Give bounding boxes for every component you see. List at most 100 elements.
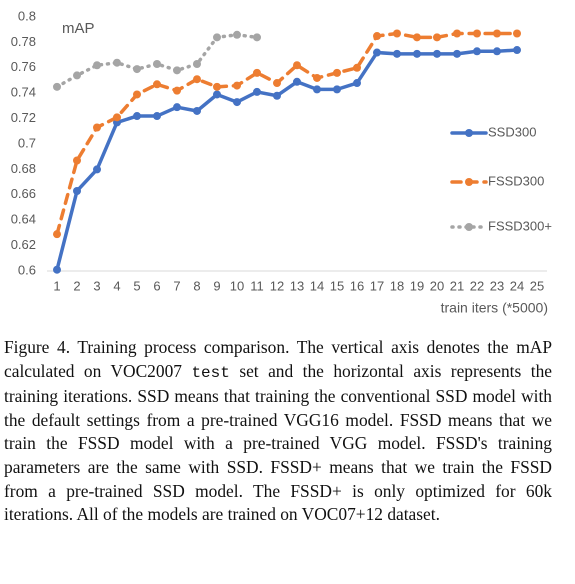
point [453,49,461,58]
point [153,59,161,68]
point [173,66,181,75]
y-tick-label: 0.78 [11,34,36,49]
point [133,112,141,121]
point [133,65,141,74]
point [473,29,481,38]
point [513,46,521,55]
legend-label: FSSD300+ [488,218,552,233]
y-tick-label: 0.68 [11,161,36,176]
point [113,58,121,67]
point [173,103,181,112]
x-tick-label: 7 [173,278,180,293]
x-tick-label: 14 [310,278,324,293]
legend-marker [465,129,473,137]
point [253,87,261,96]
x-tick-label: 22 [470,278,484,293]
y-tick-label: 0.74 [11,85,36,100]
x-tick-label: 16 [350,278,364,293]
x-tick-label: 3 [93,278,100,293]
x-tick-label: 18 [390,278,404,293]
point [193,106,201,115]
point [393,29,401,38]
point [193,59,201,68]
point [113,113,121,122]
x-axis-label: train iters (*5000) [441,300,548,316]
legend-label: FSSD300 [488,173,544,188]
point [453,29,461,38]
x-tick-label: 8 [193,278,200,293]
point [353,79,361,88]
y-tick-label: 0.62 [11,237,36,252]
point [273,91,281,100]
point [393,49,401,58]
x-tick-label: 23 [490,278,504,293]
x-tick-label: 20 [430,278,444,293]
point [233,81,241,90]
point [433,33,441,42]
y-tick-label: 0.7 [18,135,36,150]
point [433,49,441,58]
legend-marker [465,223,473,231]
point [373,48,381,57]
x-tick-label: 13 [290,278,304,293]
y-tick-label: 0.72 [11,110,36,125]
y-tick-label: 0.64 [11,212,36,227]
point [173,86,181,95]
x-tick-label: 5 [133,278,140,293]
series-line [55,48,519,272]
x-tick-label: 9 [213,278,220,293]
point [353,63,361,72]
chart: mAP train iters (*5000) 0.6 0.62 0.64 0.66 0… [11,8,552,316]
point [493,47,501,56]
x-tick-label: 4 [113,278,120,293]
x-tick-label: 15 [330,278,344,293]
legend-label: SSD300 [488,124,536,139]
point [233,98,241,107]
y-tick-label: 0.66 [11,186,36,201]
x-tick-label: 17 [370,278,384,293]
point [213,90,221,99]
legend-marker [465,178,473,186]
point [93,165,101,174]
point [53,265,61,274]
point [213,33,221,42]
point [413,49,421,58]
point [73,156,81,165]
caption-code: test [191,363,230,382]
point [333,68,341,77]
point [293,77,301,86]
point [153,112,161,121]
x-tick-label: 11 [250,278,264,293]
point [493,29,501,38]
point [473,47,481,56]
point [153,80,161,89]
x-tick-label: 25 [530,278,544,293]
y-axis-label: mAP [62,20,95,37]
x-tick-label: 12 [270,278,284,293]
point [513,29,521,38]
point [313,85,321,94]
x-tick-label: 21 [450,278,464,293]
point [293,61,301,70]
point [193,75,201,84]
x-tick-label: 19 [410,278,424,293]
point [413,33,421,42]
figure-caption: Figure 4. Training process comparison. T… [4,336,552,527]
point [313,73,321,82]
point [73,71,81,80]
point [253,68,261,77]
point [213,82,221,91]
y-tick-label: 0.8 [18,8,36,23]
point [273,79,281,88]
point [233,30,241,39]
point [333,85,341,94]
caption-text: Figure 4. Training process comparison. T… [4,337,552,381]
x-tick-label: 24 [510,278,524,293]
point [373,32,381,41]
y-tick-label: 0.6 [18,262,36,277]
point [73,186,81,195]
point [253,33,261,42]
point [53,230,61,239]
point [93,123,101,132]
